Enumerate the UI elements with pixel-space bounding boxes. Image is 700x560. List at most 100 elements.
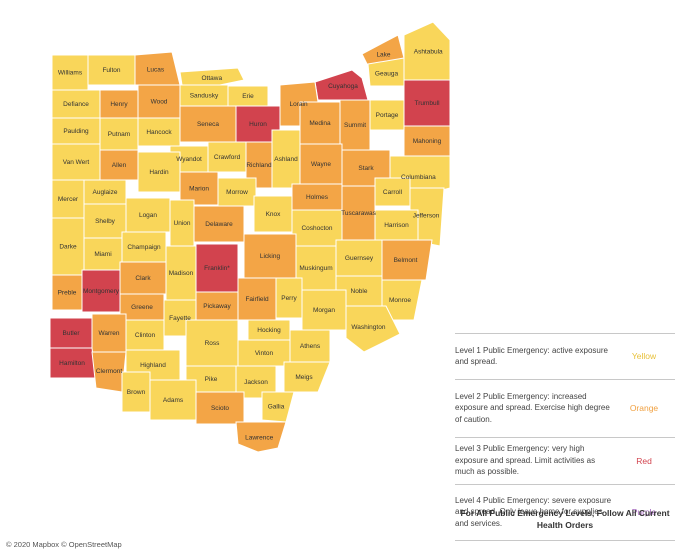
county-label: Lawrence: [245, 435, 274, 442]
county-label: Carroll: [383, 189, 403, 196]
legend-level-2-text: Level 2 Public Emergency: increased expo…: [455, 391, 610, 424]
county-label: Geauga: [375, 71, 399, 78]
county-label: Vinton: [255, 350, 274, 357]
county-label: Logan: [139, 212, 157, 219]
county-label: Muskingum: [299, 265, 332, 272]
county-label: Wyandot: [176, 156, 202, 163]
county-meigs[interactable]: [283, 361, 331, 393]
legend-level-3-text: Level 3 Public Emergency: very high expo…: [455, 444, 596, 477]
county-label: Morrow: [226, 189, 248, 196]
county-label: Tuscarawas: [341, 210, 377, 217]
county-label: Ashtabula: [414, 48, 443, 55]
county-label: Trumbull: [414, 100, 440, 107]
county-label: Hardin: [149, 169, 169, 176]
county-label: Paulding: [63, 128, 89, 135]
county-label: Wayne: [311, 161, 331, 168]
county-label: Coshocton: [301, 225, 332, 232]
county-label: Ashland: [274, 156, 298, 163]
county-label: Harrison: [384, 222, 409, 229]
county-label: Auglaize: [93, 189, 118, 196]
legend-level-4-color: Purple: [631, 507, 657, 517]
county-label: Sandusky: [190, 93, 219, 100]
county-label: Mercer: [58, 196, 79, 203]
county-label: Butler: [63, 330, 81, 337]
county-label: Defiance: [63, 101, 89, 108]
county-label: Preble: [58, 290, 77, 297]
county-label: Hancock: [146, 129, 172, 136]
county-label: Guernsey: [345, 255, 374, 262]
county-label: Adams: [163, 397, 184, 404]
county-label: Hamilton: [59, 360, 85, 367]
county-lawrence[interactable]: [235, 421, 287, 453]
county-label: Warren: [98, 330, 119, 337]
county-label: Jackson: [244, 379, 268, 386]
legend-row-level-4: Level 4 Public Emergency: severe exposur…: [455, 484, 675, 541]
county-label: Fairfield: [245, 296, 269, 303]
county-label: Athens: [300, 343, 321, 350]
county-label: Franklin*: [204, 265, 230, 272]
county-label: Gallia: [268, 404, 285, 411]
county-label: Lorain: [290, 101, 308, 108]
county-label: Greene: [131, 304, 153, 311]
county-label: Van Wert: [63, 159, 90, 166]
county-label: Jefferson: [413, 213, 440, 220]
county-label: Mahoning: [413, 138, 442, 145]
county-label: Columbiana: [401, 174, 436, 181]
county-label: Shelby: [95, 218, 116, 225]
county-label: Highland: [140, 362, 166, 369]
county-label: Ross: [205, 340, 221, 347]
legend-level-4-text: Level 4 Public Emergency: severe exposur…: [455, 495, 612, 528]
county-label: Meigs: [295, 374, 313, 381]
county-label: Delaware: [205, 221, 233, 228]
county-label: Wood: [151, 99, 168, 106]
legend: Level 1 Public Emergency: active exposur…: [455, 333, 675, 541]
county-label: Stark: [358, 165, 374, 172]
county-label: Montgomery: [83, 288, 120, 295]
county-label: Portage: [376, 112, 399, 119]
county-label: Brown: [127, 389, 146, 396]
county-label: Belmont: [394, 257, 418, 264]
county-label: Huron: [249, 121, 267, 128]
county-label: Lucas: [147, 66, 165, 73]
county-label: Monroe: [389, 297, 411, 304]
county-label: Lake: [376, 51, 390, 58]
legend-row-level-3: Level 3 Public Emergency: very high expo…: [455, 437, 675, 484]
county-belmont[interactable]: [381, 239, 433, 281]
county-label: Cuyahoga: [328, 83, 358, 90]
county-label: Clark: [135, 275, 151, 282]
county-label: Darke: [59, 244, 77, 251]
legend-level-3-color: Red: [636, 455, 652, 466]
county-label: Richland: [246, 162, 272, 169]
legend-row-level-1: Level 1 Public Emergency: active exposur…: [455, 333, 675, 379]
county-label: Medina: [309, 120, 331, 127]
map-attribution[interactable]: © 2020 Mapbox © OpenStreetMap: [6, 540, 122, 549]
county-label: Crawford: [214, 154, 241, 161]
county-label: Marion: [189, 186, 209, 193]
county-label: Ottawa: [202, 75, 223, 82]
legend-level-1-text: Level 1 Public Emergency: active exposur…: [455, 345, 608, 367]
county-label: Union: [174, 220, 191, 227]
county-label: Summit: [344, 122, 366, 129]
legend-level-2-color: Orange: [629, 403, 659, 413]
county-label: Knox: [266, 211, 282, 218]
county-label: Scioto: [211, 405, 229, 412]
county-ottawa[interactable]: [179, 67, 245, 87]
county-label: Pike: [205, 376, 218, 383]
county-label: Williams: [58, 70, 83, 77]
county-label: Hocking: [257, 327, 281, 334]
county-label: Clermont: [96, 368, 123, 375]
county-label: Henry: [110, 101, 128, 108]
county-label: Noble: [351, 288, 368, 295]
county-label: Licking: [260, 253, 281, 260]
county-label: Washington: [351, 324, 385, 331]
county-label: Perry: [281, 295, 297, 302]
county-label: Pickaway: [203, 303, 231, 310]
county-label: Champaign: [127, 244, 161, 251]
county-label: Putnam: [108, 131, 130, 138]
county-label: Erie: [242, 93, 254, 100]
county-label: Clinton: [135, 332, 156, 339]
county-richland[interactable]: [245, 141, 273, 189]
county-washington[interactable]: [345, 305, 401, 353]
county-label: Seneca: [197, 121, 219, 128]
